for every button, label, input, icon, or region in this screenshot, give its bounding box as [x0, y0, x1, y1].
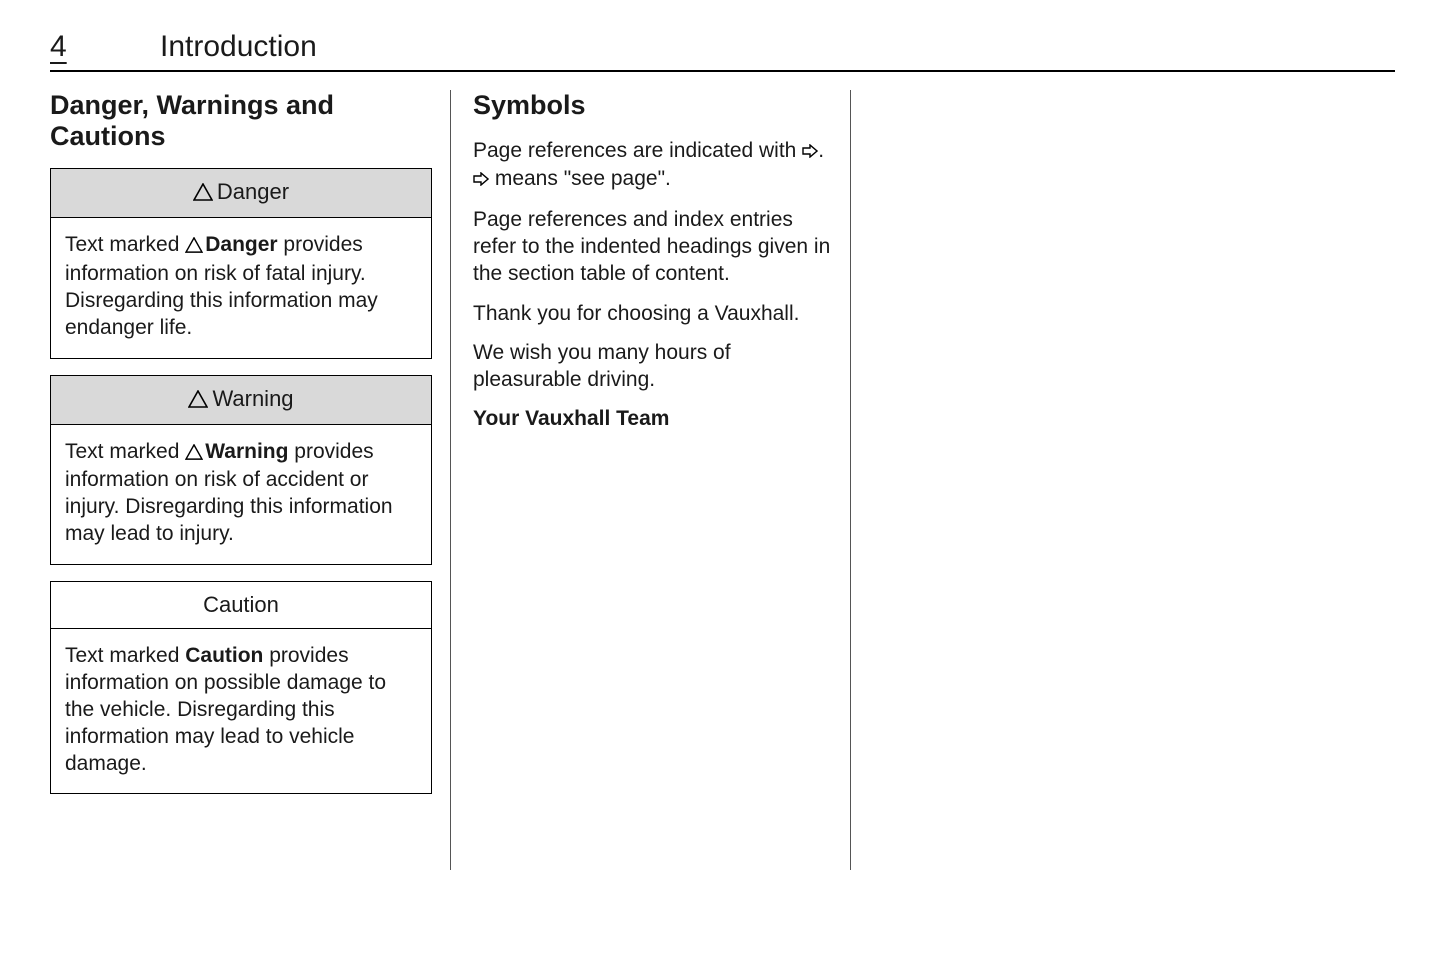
col2-para-3: Thank you for choosing a Vauxhall. — [473, 300, 832, 327]
page-header: 4 Introduction — [50, 30, 1395, 72]
column-2: Symbols Page references are indicated wi… — [450, 90, 850, 870]
manual-page: 4 Introduction Danger, Warnings and Caut… — [0, 0, 1445, 900]
col2-signoff: Your Vauxhall Team — [473, 405, 832, 432]
callout-caution: Caution Text marked Caution provides inf… — [50, 581, 432, 794]
callout-caution-title-text: Caution — [203, 592, 279, 617]
content-columns: Danger, Warnings and Cautions Danger Tex… — [50, 90, 1395, 870]
warning-triangle-icon — [188, 388, 208, 414]
callout-warning-body-prefix: Text marked — [65, 440, 185, 463]
callout-danger-body-bold: Danger — [205, 233, 277, 256]
warning-triangle-icon — [185, 234, 203, 261]
col2-para-2: Page references and index entries refer … — [473, 206, 832, 288]
callout-warning: Warning Text marked Warning provides inf… — [50, 375, 432, 566]
callout-warning-body: Text marked Warning provides information… — [51, 425, 431, 565]
callout-warning-title: Warning — [51, 376, 431, 425]
page-ref-arrow-icon — [473, 166, 489, 193]
callout-caution-body-prefix: Text marked — [65, 644, 185, 667]
col2-para-4: We wish you many hours of pleasurable dr… — [473, 339, 832, 394]
warning-triangle-icon — [193, 181, 213, 207]
page-ref-arrow-icon — [802, 138, 818, 165]
section-title: Introduction — [160, 30, 317, 64]
callout-danger-body-prefix: Text marked — [65, 233, 185, 256]
page-number: 4 — [50, 30, 160, 64]
callout-danger-body: Text marked Danger provides information … — [51, 218, 431, 358]
callout-danger-title: Danger — [51, 169, 431, 218]
callout-caution-body-bold: Caution — [185, 644, 263, 667]
col2-para-1: Page references are indicated with . mea… — [473, 137, 832, 194]
column-1: Danger, Warnings and Cautions Danger Tex… — [50, 90, 450, 870]
callout-danger: Danger Text marked Danger provides infor… — [50, 168, 432, 359]
column-3 — [850, 90, 1250, 870]
callout-warning-title-text: Warning — [212, 386, 293, 411]
warning-triangle-icon — [185, 441, 203, 468]
callout-warning-body-bold: Warning — [205, 440, 288, 463]
col2-para1-a: Page references are indicated with — [473, 139, 802, 162]
callout-caution-body: Text marked Caution provides information… — [51, 629, 431, 793]
callout-danger-title-text: Danger — [217, 179, 289, 204]
col2-para1-c: means "see page". — [489, 167, 671, 190]
col1-heading: Danger, Warnings and Cautions — [50, 90, 432, 152]
callout-caution-title: Caution — [51, 582, 431, 629]
col2-para1-b: . — [818, 139, 824, 162]
col2-heading: Symbols — [473, 90, 832, 121]
col2-signoff-text: Your Vauxhall Team — [473, 407, 669, 430]
